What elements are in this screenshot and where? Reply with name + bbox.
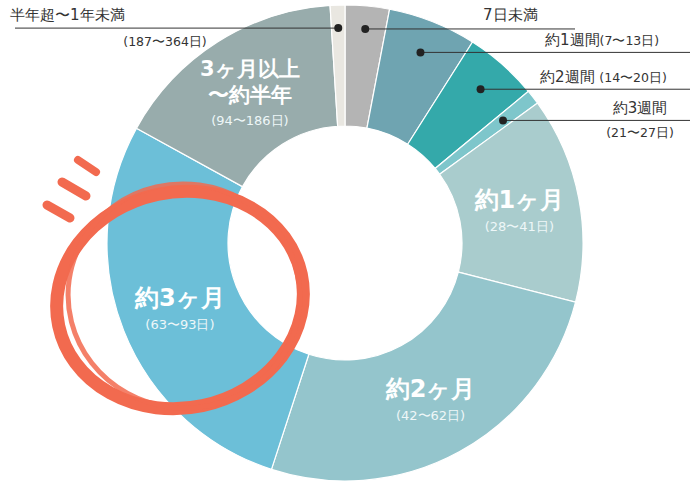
brush-mark — [47, 205, 70, 218]
label-text: (63〜93日) — [145, 317, 214, 332]
leader-dot — [499, 116, 507, 124]
leader-line — [503, 120, 690, 121]
label-text: (94〜186日) — [211, 113, 289, 128]
label-part: 約1週間 — [545, 31, 600, 49]
label-text: 約3ヶ月 — [134, 284, 225, 312]
highlight-annotation — [36, 160, 323, 431]
slice — [330, 5, 345, 126]
label-part: (28〜41日) — [485, 219, 554, 234]
brush-mark — [62, 182, 86, 196]
category-label: 7日未満 — [361, 6, 575, 33]
leader-line — [420, 52, 690, 53]
label-text: 〜約半年 — [208, 83, 292, 107]
leader-dot — [334, 24, 342, 32]
label-part: 3ヶ月以上 — [200, 57, 300, 81]
leader-line — [15, 28, 338, 29]
label-text: (21〜27日) — [606, 125, 674, 140]
label-text: 約1週間(7〜13日) — [545, 31, 659, 49]
label-text: (28〜41日) — [485, 219, 554, 234]
label-text: 7日未満 — [483, 6, 538, 24]
category-label: 約3週間 (21〜27日) — [499, 99, 690, 140]
brush-circle — [36, 169, 323, 432]
label-part: 約2週間 — [540, 68, 599, 86]
label-part: 〜約半年 — [208, 83, 292, 107]
label-part: 7日未満 — [483, 6, 538, 24]
label-text: 約3週間 — [613, 99, 668, 117]
leader-dot — [477, 85, 485, 93]
category-label: 3ヶ月以上〜約半年 (94〜186日) — [200, 57, 300, 128]
label-part: 約3ヶ月 — [134, 284, 225, 312]
leader-line — [481, 89, 690, 90]
label-text: 半年超〜1年未満 — [10, 6, 125, 24]
label-part: 約1ヶ月 — [474, 186, 565, 214]
label-part: (63〜93日) — [145, 317, 214, 332]
leader-dot — [416, 48, 424, 56]
label-text: 約2ヶ月 — [385, 375, 476, 403]
label-text: 約2週間 (14〜20日) — [540, 68, 667, 86]
slice — [136, 5, 337, 186]
label-text: 約1ヶ月 — [474, 186, 565, 214]
category-label: 半年超〜1年未満 (187〜364日) — [10, 6, 342, 49]
label-part: (21〜27日) — [606, 125, 674, 140]
label-part: 約2ヶ月 — [385, 375, 476, 403]
brush-mark — [78, 160, 96, 172]
label-text: 3ヶ月以上 — [200, 57, 300, 81]
slice — [271, 272, 575, 481]
label-part: (94〜186日) — [211, 113, 289, 128]
category-label: 約3ヶ月 (63〜93日) — [134, 284, 225, 332]
leader-dot — [361, 25, 369, 33]
label-part: (14〜20日) — [599, 70, 667, 85]
chart-root: 7日未満約1週間(7〜13日) 約2週間 (14〜20日) 約3週間 (21〜27日)… — [0, 0, 695, 500]
label-part: 約3週間 — [613, 99, 668, 117]
leader-line — [365, 28, 575, 29]
category-label: 約2週間 (14〜20日) — [477, 68, 690, 93]
label-part: (7〜13日) — [600, 33, 660, 48]
slice — [107, 128, 309, 469]
category-label: 約1ヶ月 (28〜41日) — [474, 186, 565, 234]
label-part: (187〜364日) — [123, 34, 206, 49]
label-part: (42〜62日) — [396, 408, 465, 423]
label-part: 半年超〜1年未満 — [10, 6, 125, 24]
label-text: (42〜62日) — [396, 408, 465, 423]
label-text: (187〜364日) — [123, 34, 206, 49]
brush-circle — [54, 169, 315, 423]
category-label: 約2ヶ月 (42〜62日) — [385, 375, 476, 423]
category-label: 約1週間(7〜13日) — [416, 31, 690, 56]
